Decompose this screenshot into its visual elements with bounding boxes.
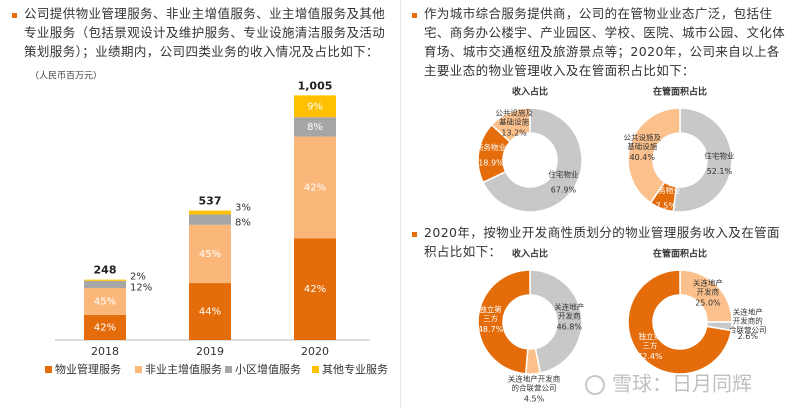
bullet [12, 13, 17, 18]
bar-segment [189, 283, 231, 340]
value-label: 13.2% [501, 128, 527, 137]
value-label: 42% [304, 284, 326, 295]
bar-segment [189, 210, 231, 215]
bullet [412, 232, 417, 237]
x-tick-label: 2018 [91, 345, 119, 358]
value-label: 18.9% [478, 159, 504, 168]
category-label: 住宅物业 [704, 151, 734, 161]
value-label: 52.1% [707, 167, 733, 176]
category-label: 公共设施及基础设施 [495, 107, 533, 126]
value-label: 44% [199, 307, 221, 318]
value-label: 45% [94, 296, 116, 307]
category-label: 住宅物业 [548, 169, 578, 179]
bar-segment [84, 279, 126, 281]
bullet [412, 13, 417, 18]
donut-title: 收入占比 [512, 248, 548, 260]
legend-label: 小区增值服务 [235, 362, 301, 376]
x-tick-label: 2019 [196, 345, 224, 358]
value-label: 42% [304, 182, 326, 193]
legend-swatch [135, 366, 142, 373]
right-text-2: 2020年，按物业开发商性质划分的物业管理服务收入及在管面积占比如下： [424, 225, 780, 259]
bar-segment [294, 117, 336, 137]
legend-swatch [312, 366, 319, 373]
donut-title: 在管面积占比 [653, 248, 707, 260]
bar-segment [294, 238, 336, 340]
unit-label: （人民币百万元） [30, 71, 102, 82]
left-text: 公司提供物业管理服务、非业主增值服务、业主增值服务及其他专业服务（包括景观设计及… [24, 6, 386, 59]
total-label: 1,005 [298, 79, 333, 92]
category-label: 独立第三方 [479, 304, 502, 323]
category-label: 关连地产开发商 [554, 302, 584, 321]
legend-swatch [45, 366, 52, 373]
value-label: 42% [94, 322, 116, 333]
value-label: 72.4% [637, 352, 663, 361]
donut-segment [490, 107, 531, 143]
donut-segment [672, 107, 733, 213]
value-label: 40.4% [630, 153, 656, 162]
category-label: 商务物业 [476, 142, 506, 152]
category-label: 独立第三方 [639, 331, 662, 350]
value-label: 7.5% [656, 201, 677, 210]
category-label: 关连地产开发商 [693, 278, 723, 297]
donut-segment [482, 107, 583, 213]
legend-label: 非业主增值服务 [145, 362, 222, 376]
value-label: 48.7% [478, 325, 504, 334]
value-label: 3% [235, 203, 251, 214]
value-label: 8% [307, 122, 323, 133]
category-label: 关连地产开发商的合联营公司 [508, 373, 561, 392]
divider [400, 0, 401, 408]
value-label: 45% [199, 249, 221, 260]
bar-segment [84, 280, 126, 289]
bar-segment [84, 314, 126, 340]
legend-swatch [225, 366, 232, 373]
value-label: 2% [130, 272, 146, 283]
value-label: 67.9% [551, 186, 577, 195]
donut-title: 收入占比 [512, 86, 548, 98]
category-label: 公共设施及基础设施 [624, 132, 662, 151]
donut-segment [529, 269, 583, 374]
legend-label: 其他专业服务 [322, 362, 388, 376]
value-label: 4.5% [524, 394, 545, 403]
value-label: 2.6% [738, 332, 759, 341]
value-label: 9% [307, 101, 323, 112]
donut-segment [627, 107, 681, 204]
total-label: 248 [94, 264, 117, 277]
bar-segment [189, 214, 231, 225]
legend-label: 物业管理服务 [55, 362, 121, 376]
bar-segment [84, 288, 126, 315]
right-text-1: 作为城市综合服务提供商，公司的在管物业业态广泛，包括住宅、商务办公楼宇、产业园区… [424, 6, 786, 78]
bar-segment [189, 224, 231, 284]
value-label: 12% [130, 282, 152, 293]
value-label: 46.8% [557, 323, 583, 332]
total-label: 537 [199, 195, 222, 208]
bar-segment [294, 95, 336, 118]
x-tick-label: 2020 [301, 345, 329, 358]
donut-segment [477, 269, 531, 375]
watermark: 雪球：日月同辉 [612, 372, 752, 396]
category-label: 商务物业 [651, 185, 681, 195]
category-label: 关连地产开发商的合联营公司 [729, 307, 767, 335]
donut-segment [627, 269, 733, 375]
value-label: 8% [235, 218, 251, 229]
watermark-icon [585, 375, 605, 395]
value-label: 25.0% [695, 299, 721, 308]
bar-segment [294, 136, 336, 239]
donut-title: 在管面积占比 [653, 86, 707, 98]
